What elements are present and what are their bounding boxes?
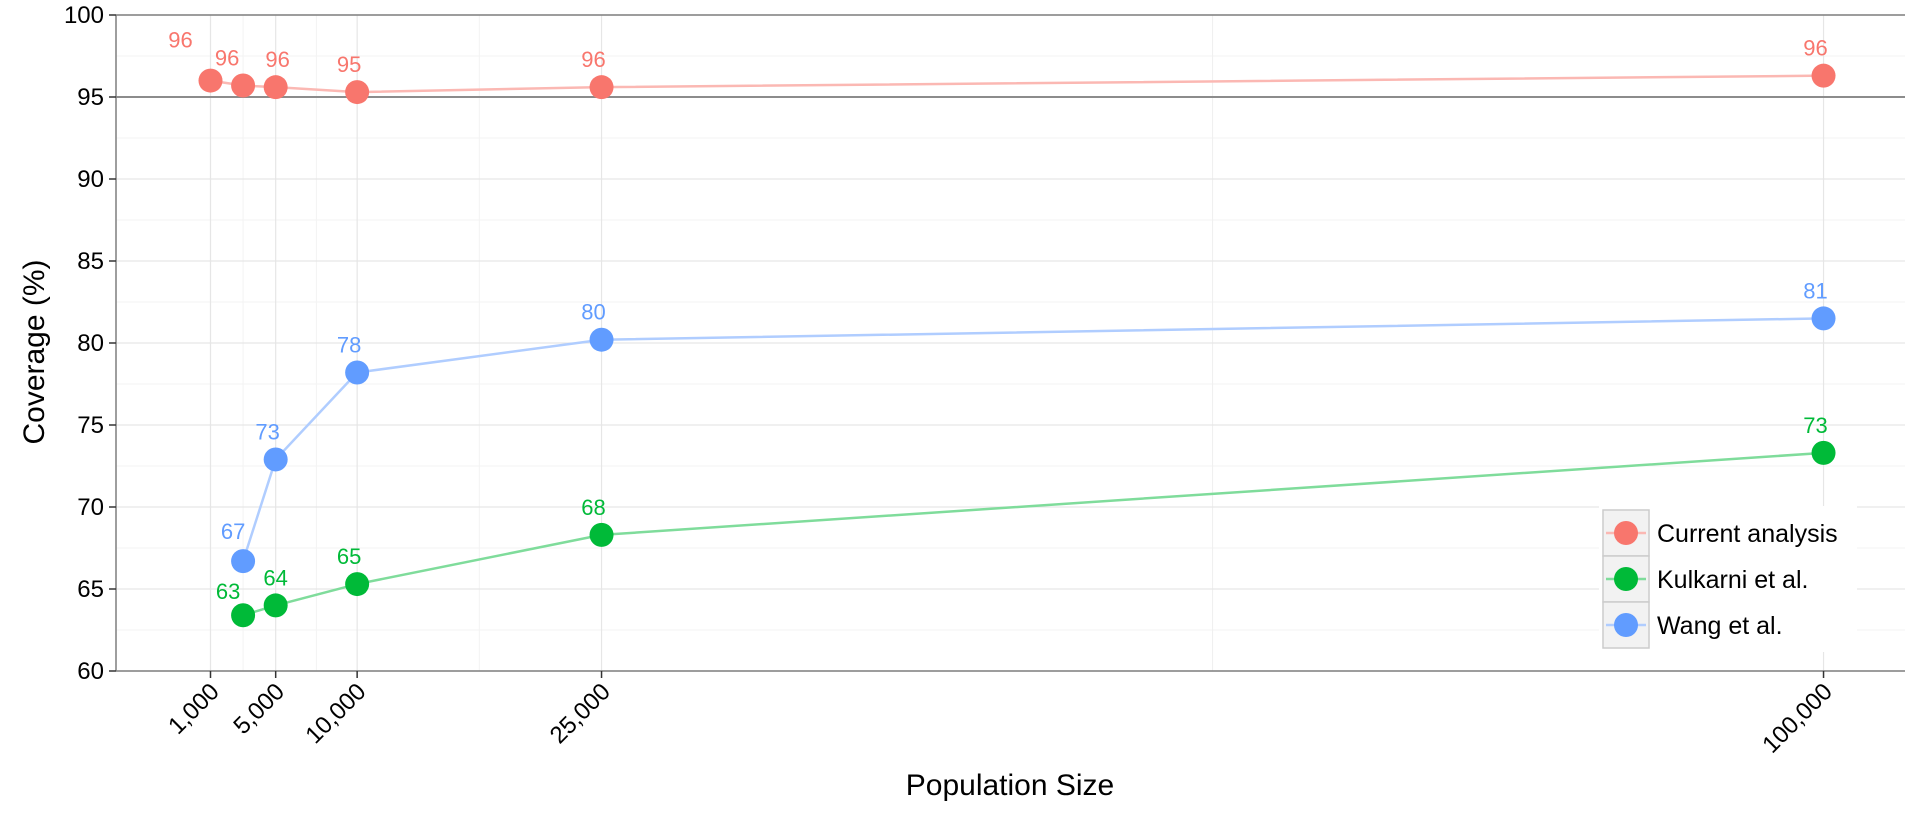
y-axis-title: Coverage (%)	[18, 259, 51, 444]
data-label: 96	[265, 47, 289, 72]
data-label: 78	[337, 333, 361, 358]
data-point	[345, 360, 370, 385]
data-label: 67	[221, 519, 245, 544]
legend-key-point	[1614, 567, 1638, 591]
data-point	[231, 549, 256, 574]
y-tick-label: 85	[77, 248, 104, 275]
data-point	[589, 75, 614, 100]
y-tick-label: 65	[77, 576, 104, 603]
x-tick-label: 100,000	[1757, 678, 1837, 758]
data-point	[1811, 440, 1836, 465]
data-point	[345, 572, 370, 597]
series-lines-layer	[210, 74, 1824, 617]
legend-label: Current analysis	[1657, 520, 1838, 548]
legend-key-point	[1614, 521, 1638, 545]
data-label: 73	[255, 419, 279, 444]
legend-label: Kulkarni et al.	[1657, 566, 1808, 594]
data-label: 73	[1803, 413, 1827, 438]
data-label: 96	[215, 46, 239, 71]
data-label: 96	[1803, 36, 1827, 61]
data-point	[263, 447, 288, 472]
data-point	[231, 603, 256, 628]
data-point	[589, 522, 614, 547]
data-label: 65	[337, 544, 361, 569]
data-point	[345, 80, 370, 105]
data-point	[263, 593, 288, 618]
x-tick-label: 10,000	[300, 678, 371, 749]
y-tick-label: 60	[77, 658, 104, 685]
x-tick-label: 5,000	[228, 678, 290, 740]
legend-label: Wang et al.	[1657, 612, 1783, 640]
series-line	[210, 74, 1824, 94]
data-point	[263, 75, 288, 100]
x-tick-label: 1,000	[163, 678, 225, 740]
series-line	[242, 451, 1824, 617]
series-line	[241, 317, 1824, 562]
data-point	[1811, 63, 1836, 88]
data-point	[1811, 306, 1836, 331]
y-tick-label: 75	[77, 412, 104, 439]
data-label: 80	[581, 300, 605, 325]
y-tick-label: 80	[77, 330, 104, 357]
data-label: 64	[263, 565, 287, 590]
data-label: 95	[337, 52, 361, 77]
y-tick-label: 100	[64, 2, 104, 29]
x-tick-label: 25,000	[545, 678, 616, 749]
series-points-layer	[198, 63, 1836, 628]
legend-key-point	[1614, 613, 1638, 637]
y-tick-label: 70	[77, 494, 104, 521]
data-labels-layer: 96 96 96 95 96 96 63 64 65 68 73 67 73 78 80 81	[168, 28, 1828, 605]
legend: Current analysis Kulkarni et al. Wang et a…	[1599, 506, 1857, 652]
data-label: 96	[168, 28, 192, 53]
data-point	[198, 68, 223, 93]
y-tick-label: 90	[77, 166, 104, 193]
data-point	[231, 73, 256, 98]
y-tick-label: 95	[77, 84, 104, 111]
data-label: 63	[216, 579, 240, 604]
data-label: 68	[581, 495, 605, 520]
data-label: 81	[1803, 278, 1827, 303]
data-label: 96	[581, 47, 605, 72]
x-axis-title: Population Size	[906, 769, 1114, 802]
data-point	[589, 327, 614, 352]
